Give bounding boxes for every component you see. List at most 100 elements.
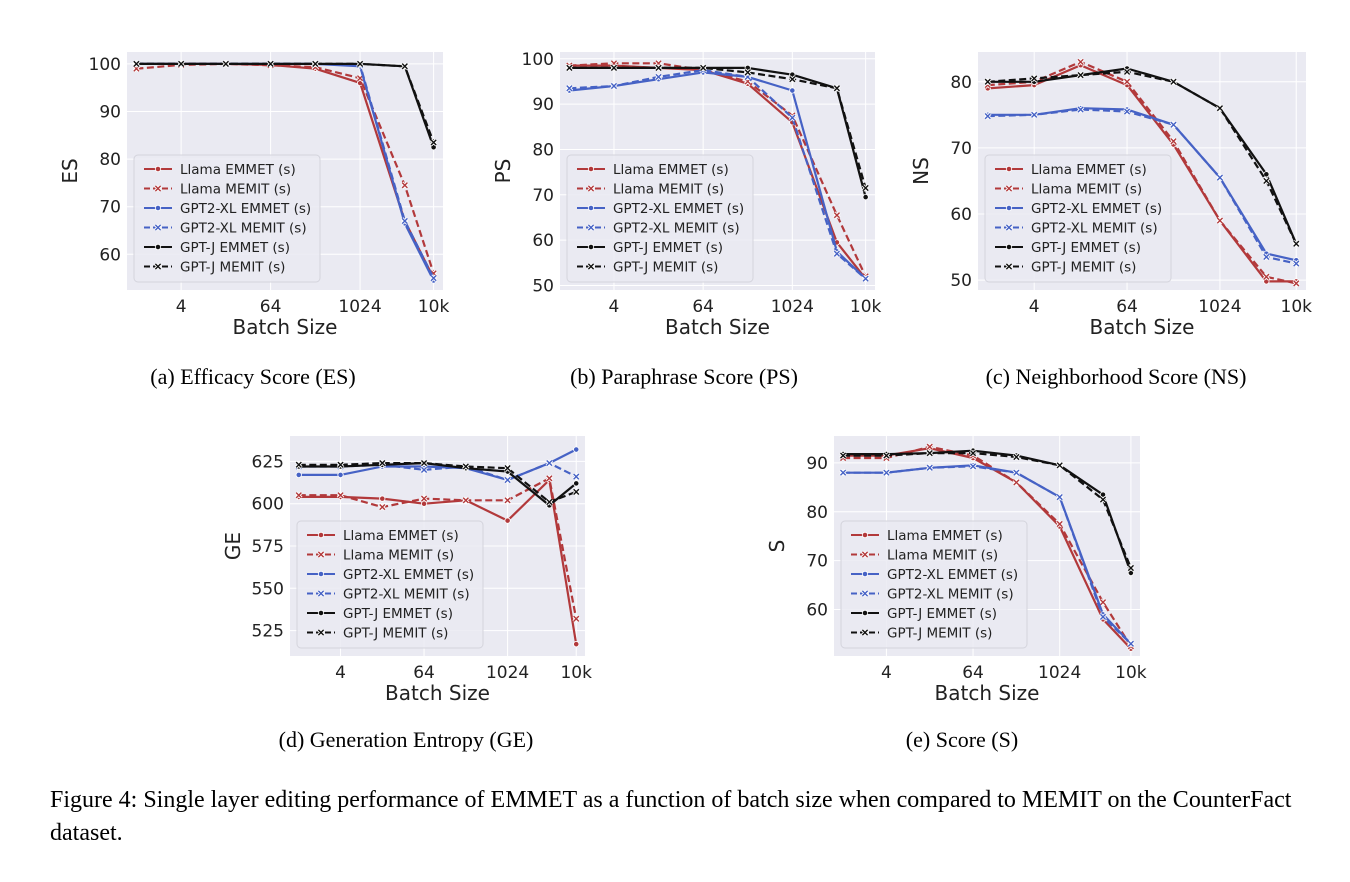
legend-box [133, 154, 321, 283]
legend-label: Llama MEMIT (s) [180, 182, 291, 198]
data-point [840, 469, 847, 476]
data-point [356, 60, 364, 67]
data-point [862, 193, 869, 201]
x-tick-label: 64 [692, 297, 714, 317]
y-tick-label: 80 [950, 73, 972, 93]
legend-marker [587, 165, 595, 173]
y-tick-label: 60 [99, 245, 121, 265]
caption-ge: (d) Generation Entropy (GE) [278, 727, 534, 752]
figure-caption: Figure 4: Single layer editing performan… [50, 787, 1292, 846]
x-axis-label: Batch Size [665, 315, 770, 339]
data-point [969, 450, 977, 457]
data-point [573, 488, 580, 495]
data-point [222, 60, 229, 67]
legend-box [840, 520, 1028, 649]
data-point [1077, 72, 1084, 79]
legend-label: GPT-J MEMIT (s) [613, 260, 718, 276]
series-gpt-j-memit-s [984, 68, 1300, 248]
legend-marker [154, 263, 162, 270]
y-tick-label: 70 [99, 198, 121, 218]
data-point [1170, 138, 1177, 145]
data-point [1077, 58, 1084, 66]
data-point [420, 466, 428, 473]
legend-marker [317, 570, 325, 578]
y-tick-label: 90 [99, 103, 121, 123]
data-point [1170, 78, 1177, 85]
x-tick-label: 4 [1029, 297, 1040, 317]
legend-marker [1005, 263, 1013, 270]
y-tick-label: 50 [950, 271, 972, 291]
legend-marker [1005, 243, 1013, 251]
data-point [573, 473, 580, 480]
data-point [1056, 494, 1063, 501]
y-tick-label: 70 [806, 552, 828, 572]
series-gpt-j-memit-s [565, 64, 870, 192]
legend-label: Llama MEMIT (s) [613, 182, 724, 198]
legend-marker [861, 609, 869, 617]
legend-label: GPT-J MEMIT (s) [887, 626, 992, 642]
series-line [569, 66, 867, 198]
data-point [1099, 599, 1107, 606]
legend: Llama EMMET (s) Llama MEMIT (s) GPT2-XL EM… [296, 520, 484, 649]
legend-marker [861, 551, 869, 558]
data-point [337, 492, 344, 499]
data-point [883, 452, 890, 459]
x-tick-label: 64 [413, 663, 435, 683]
data-point [1013, 469, 1020, 476]
y-axis-label: GE [221, 532, 245, 560]
data-point [926, 464, 933, 471]
data-point [1216, 105, 1224, 112]
series-line [298, 462, 577, 507]
data-point [1293, 240, 1300, 247]
y-tick-label: 80 [806, 503, 828, 523]
y-tick-label: 80 [99, 150, 121, 170]
data-point [789, 114, 796, 121]
series-line [298, 477, 578, 620]
data-point [133, 60, 140, 67]
series-line [843, 449, 1132, 574]
legend-marker [1005, 224, 1013, 231]
legend-label: GPT-J MEMIT (s) [180, 260, 285, 276]
data-point [1123, 78, 1131, 85]
data-point [566, 64, 573, 71]
data-point [984, 78, 991, 85]
legend-label: GPT-J EMMET (s) [887, 606, 997, 622]
legend: Llama EMMET (s) Llama MEMIT (s) GPT2-XL EM… [133, 154, 321, 283]
data-point [295, 471, 302, 479]
legend: Llama EMMET (s) Llama MEMIT (s) GPT2-XL EM… [566, 154, 754, 283]
data-point [420, 459, 428, 467]
data-point [295, 461, 302, 468]
data-point [337, 471, 344, 479]
data-point [1077, 106, 1084, 113]
legend-label: Llama EMMET (s) [1031, 162, 1147, 178]
data-point [789, 76, 796, 83]
data-point [840, 452, 847, 459]
legend-marker [317, 551, 325, 558]
data-point [430, 139, 437, 146]
caption-s: (e) Score (S) [905, 727, 1019, 752]
legend-label: GPT-J EMMET (s) [343, 606, 453, 622]
legend-marker [154, 165, 162, 173]
data-point [1127, 564, 1134, 572]
legend-marker [1005, 165, 1013, 173]
x-tick-label: 1024 [771, 297, 814, 317]
x-tick-label: 1024 [338, 297, 381, 317]
y-tick-label: 90 [532, 95, 554, 115]
y-tick-label: 70 [532, 186, 554, 206]
legend-marker [587, 263, 595, 270]
data-point [401, 182, 408, 189]
series-gpt2-xl-memit-s [839, 462, 1135, 648]
x-tick-label: 4 [881, 663, 892, 683]
legend-label: Llama EMMET (s) [343, 528, 459, 544]
legend-label: GPT2-XL EMMET (s) [613, 201, 744, 217]
x-axis-label: Batch Size [385, 681, 490, 705]
data-point [295, 492, 302, 499]
legend-label: GPT-J EMMET (s) [613, 240, 723, 256]
series-line [136, 62, 435, 148]
legend-label: Llama MEMIT (s) [343, 548, 454, 564]
legend-label: Llama EMMET (s) [613, 162, 729, 178]
legend-marker [1005, 185, 1013, 192]
x-axis-label: Batch Size [1090, 315, 1195, 339]
